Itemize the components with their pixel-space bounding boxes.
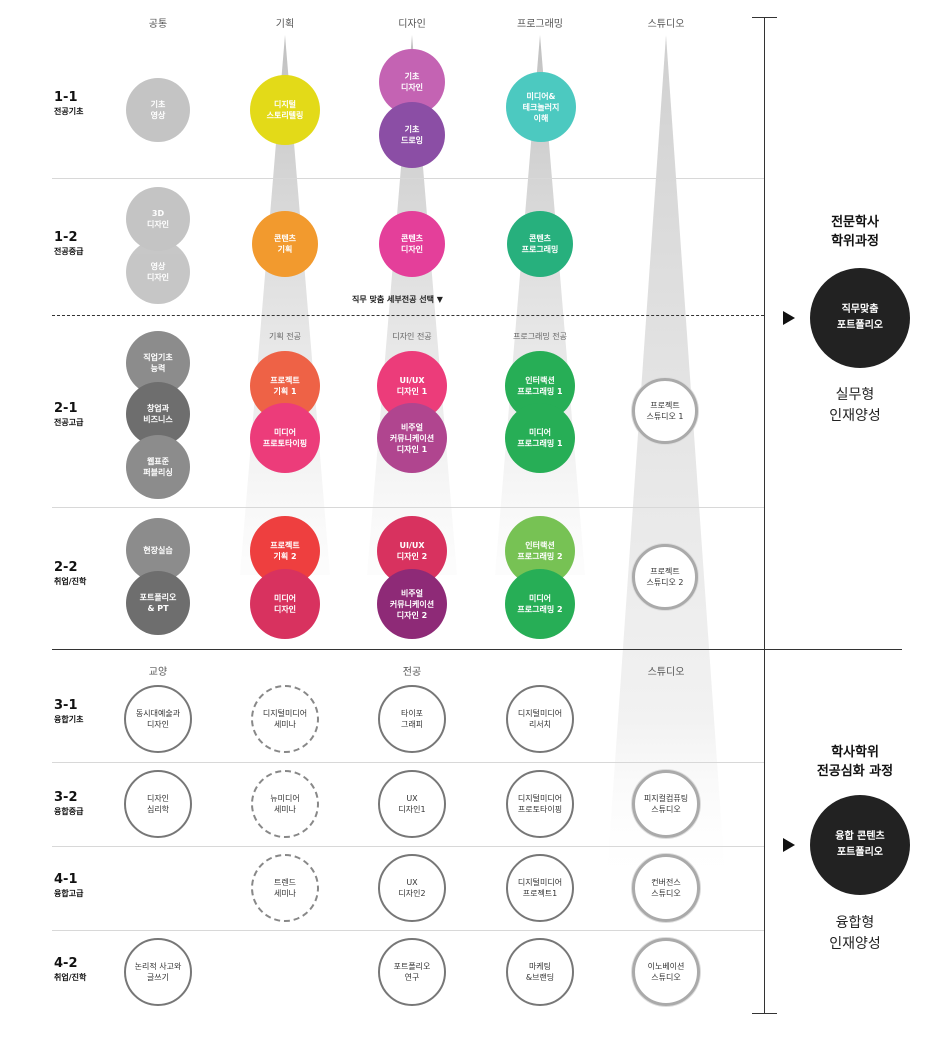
course-logical-thinking-writing: 논리적 사고와 글쓰기	[124, 938, 192, 1006]
row-name: 전공기초	[54, 107, 84, 116]
course-digital-media-prototyping: 디지털미디어 프로토타이핑	[506, 770, 574, 838]
course-video-design: 영상 디자인	[126, 240, 190, 304]
course-design-psychology: 디자인 심리학	[124, 770, 192, 838]
header-studio-bottom: 스튜디오	[647, 667, 685, 678]
arrow-right-icon	[783, 311, 795, 325]
course-visual-communication-2: 비주얼 커뮤니케이션 디자인 2	[377, 569, 447, 639]
arrow-right-icon	[783, 838, 795, 852]
row-name: 전공고급	[54, 418, 84, 427]
course-convergence-studio: 컨버전스 스튜디오	[632, 854, 700, 922]
row-name: 융합고급	[54, 889, 84, 898]
bracket-line	[764, 17, 765, 1014]
course-digital-storytelling: 디지털 스토리텔링	[250, 75, 320, 145]
course-media-programming-2: 미디어 프로그래밍 2	[505, 569, 575, 639]
row-label-2-1: 2-1 전공고급	[54, 401, 83, 429]
header-planning: 기획	[275, 19, 295, 30]
subheader-design: 디자인 전공	[392, 332, 432, 341]
divider	[52, 846, 764, 847]
course-marketing-branding: 마케팅 &브랜딩	[506, 938, 574, 1006]
course-content-design: 콘텐츠 디자인	[379, 211, 445, 277]
divider	[52, 178, 764, 179]
course-basic-drawing: 기초 드로잉	[379, 102, 445, 168]
header-programming: 프로그래밍	[517, 19, 563, 30]
header-design: 디자인	[398, 19, 426, 30]
course-web-publishing: 웹표준 퍼블리싱	[126, 435, 190, 499]
course-ux-design-1: UX 디자인1	[378, 770, 446, 838]
section-divider	[52, 649, 902, 650]
divider	[52, 507, 764, 508]
row-name: 융합기초	[54, 715, 84, 724]
header-studio: 스튜디오	[647, 19, 685, 30]
course-typography: 타이포 그래피	[378, 685, 446, 753]
bracket-bottom	[752, 1013, 777, 1014]
course-portfolio-pt: 포트폴리오 & PT	[126, 571, 190, 635]
bachelor-degree-title: 학사학위 전공심화 과정	[816, 745, 894, 779]
course-contemporary-art-design: 동시대예술과 디자인	[124, 685, 192, 753]
divider	[52, 930, 764, 931]
course-trend-seminar: 트렌드 세미나	[251, 854, 319, 922]
row-label-3-1: 3-1 융합기초	[54, 698, 83, 726]
row-label-1-1: 1-1 전공기초	[54, 90, 83, 118]
practical-talent-outcome: 실무형 인재양성	[829, 387, 881, 424]
course-media-prototyping: 미디어 프로토타이핑	[250, 403, 320, 473]
row-code: 3-1	[54, 698, 78, 713]
row-name: 취업/진학	[54, 577, 87, 586]
convergence-portfolio-circle: 융합 콘텐츠 포트폴리오	[810, 795, 910, 895]
course-digital-media-seminar: 디지털미디어 세미나	[251, 685, 319, 753]
header-major: 전공	[402, 667, 422, 678]
subheader-planning: 기획 전공	[269, 332, 301, 341]
course-portfolio-study: 포트폴리오 연구	[378, 938, 446, 1006]
course-media-design: 미디어 디자인	[250, 569, 320, 639]
row-code: 2-2	[54, 560, 78, 575]
course-media-technology: 미디어& 테크놀러지 이해	[506, 72, 576, 142]
convergence-talent-outcome: 융합형 인재양성	[829, 915, 881, 952]
studio-beam	[606, 35, 726, 890]
dashed-divider	[52, 315, 764, 316]
header-common: 공통	[148, 19, 168, 30]
row-code: 1-2	[54, 230, 78, 245]
course-basic-video: 기초 영상	[126, 78, 190, 142]
course-content-programming: 콘텐츠 프로그래밍	[507, 211, 573, 277]
divider	[52, 762, 764, 763]
row-label-1-2: 1-2 전공중급	[54, 230, 83, 258]
course-innovation-studio: 이노베이션 스튜디오	[632, 938, 700, 1006]
course-content-planning: 콘텐츠 기획	[252, 211, 318, 277]
row-label-4-1: 4-1 융합고급	[54, 872, 83, 900]
associate-degree-title: 전문학사 학위과정	[831, 215, 879, 249]
row-code: 4-1	[54, 872, 78, 887]
course-project-studio-1: 프로젝트 스튜디오 1	[632, 378, 698, 444]
row-code: 2-1	[54, 401, 78, 416]
major-selection-note: 직무 맞춤 세부전공 선택 ▼	[352, 295, 443, 304]
row-code: 1-1	[54, 90, 78, 105]
header-liberal-arts: 교양	[148, 667, 168, 678]
job-portfolio-circle: 직무맞춤 포트폴리오	[810, 268, 910, 368]
course-media-programming-1: 미디어 프로그래밍 1	[505, 403, 575, 473]
course-physical-computing-studio: 피지컬컴퓨팅 스튜디오	[632, 770, 700, 838]
course-digital-media-research: 디지털미디어 리서치	[506, 685, 574, 753]
row-name: 취업/진학	[54, 973, 87, 982]
course-visual-communication-1: 비주얼 커뮤니케이션 디자인 1	[377, 403, 447, 473]
course-ux-design-2: UX 디자인2	[378, 854, 446, 922]
row-name: 전공중급	[54, 247, 84, 256]
course-new-media-seminar: 뉴미디어 세미나	[251, 770, 319, 838]
bracket-top	[752, 17, 777, 18]
row-label-3-2: 3-2 융합중급	[54, 790, 83, 818]
course-project-studio-2: 프로젝트 스튜디오 2	[632, 544, 698, 610]
row-code: 3-2	[54, 790, 78, 805]
row-name: 융합중급	[54, 807, 84, 816]
row-code: 4-2	[54, 956, 78, 971]
row-label-4-2: 4-2 취업/진학	[54, 956, 86, 984]
subheader-programming: 프로그래밍 전공	[512, 332, 568, 341]
course-digital-media-project-1: 디지털미디어 프로젝트1	[506, 854, 574, 922]
row-label-2-2: 2-2 취업/진학	[54, 560, 86, 588]
